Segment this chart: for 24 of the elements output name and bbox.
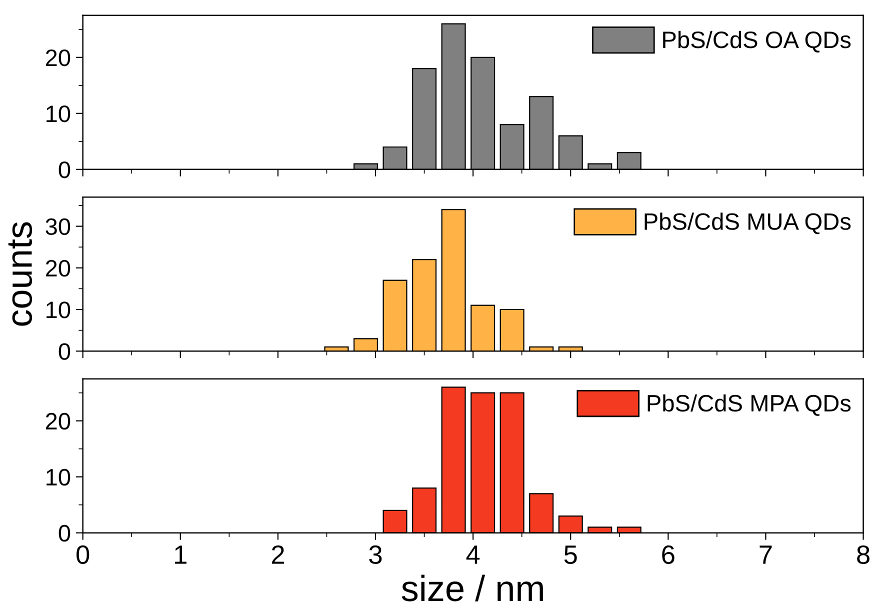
y-axis-title: counts [8,222,32,326]
x-tick-label: 2 [272,545,284,564]
legend-label: PbS/CdS MUA QDs [644,212,851,234]
x-axis-title: size / nm [402,574,543,602]
y-tick-label: 20 [46,49,70,66]
x-tick-label: 7 [760,546,772,564]
x-tick-label: 1 [175,546,186,564]
x-tick-label: 3 [369,545,382,564]
y-tick-label: 10 [46,105,70,122]
x-tick-label: 0 [76,545,90,564]
y-tick-label: 30 [46,218,70,236]
legend-label: PbS/CdS OA QDs [663,30,851,52]
x-tick-label: 4 [466,546,480,564]
y-tick-label: 0 [58,343,70,360]
x-tick-label: 8 [857,545,870,564]
y-tick-label: 0 [58,524,70,542]
y-tick-label: 0 [58,161,70,178]
y-tick-label: 20 [46,412,70,430]
x-tick-label: 5 [564,546,577,564]
legend-label: PbS/CdS MPA QDs [648,394,851,416]
y-tick-label: 20 [46,260,70,277]
x-tick-label: 6 [662,545,674,564]
y-tick-label: 10 [46,302,70,318]
y-tick-label: 10 [46,468,70,486]
